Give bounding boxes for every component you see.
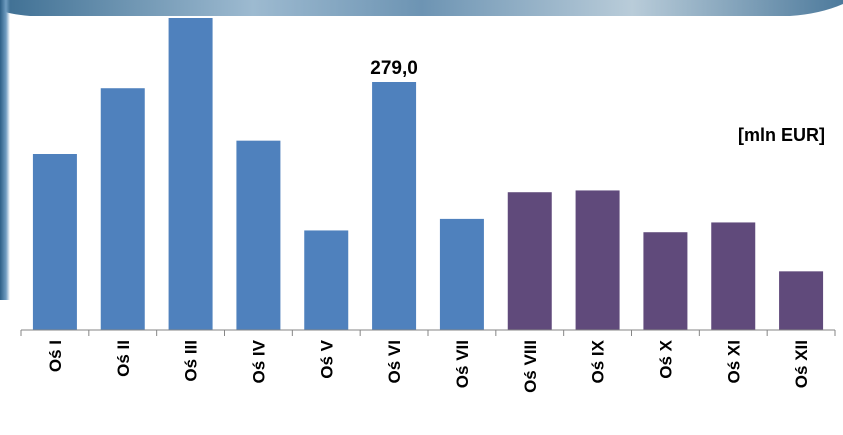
bar-4 — [236, 140, 281, 330]
x-axis-ticks — [20, 330, 836, 336]
banner-graphic — [0, 0, 843, 16]
bar-12 — [779, 271, 824, 330]
bar-7 — [439, 218, 484, 330]
x-tick-label: Oś VIII — [521, 340, 540, 393]
bar-5 — [304, 230, 349, 330]
bar-11 — [711, 222, 756, 330]
bar-6 — [372, 82, 417, 330]
bars-group — [32, 18, 824, 330]
x-tick-label: Oś VII — [453, 340, 472, 388]
x-axis-labels: Oś I Oś II Oś III Oś IV Oś V Oś VI Oś VII Oś VI… — [46, 339, 811, 393]
bar-2 — [100, 88, 145, 330]
bar-8 — [507, 192, 552, 330]
bar-9 — [575, 190, 620, 330]
x-tick-label: Oś X — [656, 339, 675, 378]
x-tick-label: Oś IV — [249, 339, 268, 383]
x-tick-label: Oś XI — [724, 340, 743, 383]
x-tick-label: Oś XII — [792, 340, 811, 388]
unit-label: [mln EUR] — [738, 125, 825, 145]
bar-1 — [32, 154, 77, 330]
x-tick-label: Oś I — [46, 340, 65, 372]
x-tick-label: Oś V — [317, 339, 336, 378]
x-tick-label: Oś III — [182, 340, 201, 382]
data-label: 279,0 — [370, 58, 418, 79]
left-edge-decoration — [0, 0, 10, 300]
x-tick-label: Oś VI — [385, 340, 404, 383]
data-labels: 279,0 — [370, 58, 418, 79]
header-banner-image — [0, 0, 843, 18]
x-tick-label: Oś IX — [589, 339, 608, 383]
bar-10 — [643, 232, 688, 330]
bar-3 — [168, 18, 213, 330]
x-tick-label: Oś II — [114, 340, 133, 377]
